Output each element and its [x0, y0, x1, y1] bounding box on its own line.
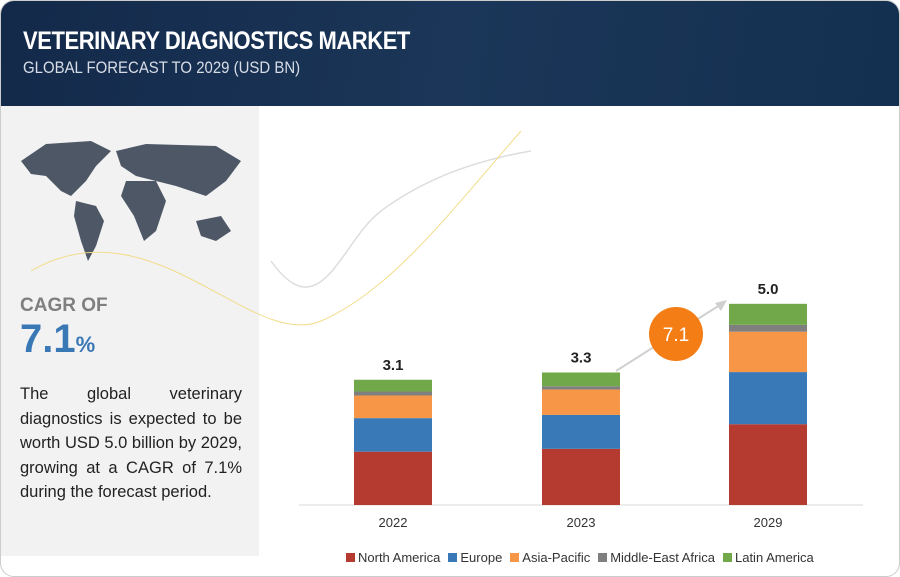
- cagr-value: 7.1%: [20, 317, 95, 362]
- bar-segment-asia-pacific-2029: [729, 331, 807, 373]
- bar-segment-asia-pacific-2023: [542, 389, 620, 415]
- legend-swatch: [598, 553, 608, 562]
- legend-swatch: [346, 553, 355, 562]
- chart-legend: North America Europe Asia-Pacific Middle-Ea…: [346, 550, 814, 565]
- decor-curve: [30, 130, 522, 326]
- bar-segment-europe-2023: [542, 414, 620, 449]
- bar-segment-north-america-2022: [354, 451, 432, 505]
- growth-arrowhead: [715, 300, 727, 311]
- page-title: VETERINARY DIAGNOSTICS MARKET: [23, 27, 410, 55]
- legend-label: North America: [358, 550, 441, 565]
- cagr-bubble-label: 7.1: [663, 325, 689, 346]
- bar-segment-latin-america-2022: [354, 379, 432, 392]
- bar-segment-middle-east-africa-2022: [354, 391, 432, 396]
- legend-item: Asia-Pacific: [510, 550, 590, 565]
- legend-item: Latin America: [722, 550, 814, 565]
- legend-label: Middle-East Africa: [610, 550, 715, 565]
- page-subtitle: GLOBAL FORECAST TO 2029 (USD BN): [23, 58, 301, 77]
- total-label-2022: 3.1: [383, 357, 404, 374]
- x-tick-label: 2029: [754, 515, 783, 530]
- cagr-unit: %: [75, 332, 96, 357]
- bar-segment-middle-east-africa-2023: [542, 386, 620, 390]
- bar-segment-latin-america-2029: [729, 303, 807, 325]
- x-tick-label: 2022: [379, 515, 408, 530]
- bar-segment-north-america-2029: [729, 424, 807, 505]
- bar-segment-asia-pacific-2022: [354, 395, 432, 419]
- legend-swatch: [510, 553, 520, 562]
- legend-label: Latin America: [734, 550, 814, 565]
- bar-segment-europe-2029: [729, 372, 807, 425]
- legend-label: Europe: [460, 550, 503, 565]
- legend-item: Middle-East Africa: [598, 550, 715, 565]
- bar-segment-latin-america-2023: [542, 372, 620, 387]
- legend-label: Asia-Pacific: [522, 550, 591, 565]
- total-label-2029: 5.0: [758, 281, 779, 298]
- bar-segment-north-america-2023: [542, 448, 620, 505]
- bar-segment-europe-2022: [354, 418, 432, 452]
- total-label-2023: 3.3: [571, 349, 592, 366]
- legend-swatch: [448, 553, 458, 562]
- legend-swatch: [722, 553, 732, 562]
- market-description: The global veterinary diagnostics is exp…: [20, 385, 242, 501]
- cagr-label: CAGR OF: [20, 295, 108, 316]
- world-map-icon: [21, 141, 241, 261]
- header-banner: VETERINARY DIAGNOSTICS MARKET GLOBAL FOR…: [1, 1, 899, 106]
- x-tick-label: 2023: [567, 515, 596, 530]
- legend-item: North America: [346, 550, 440, 565]
- bar-segment-middle-east-africa-2029: [729, 324, 807, 332]
- cagr-number: 7.1: [20, 317, 76, 361]
- decor-curve: [270, 150, 532, 288]
- legend-item: Europe: [448, 550, 502, 565]
- cagr-bubble: [649, 307, 703, 361]
